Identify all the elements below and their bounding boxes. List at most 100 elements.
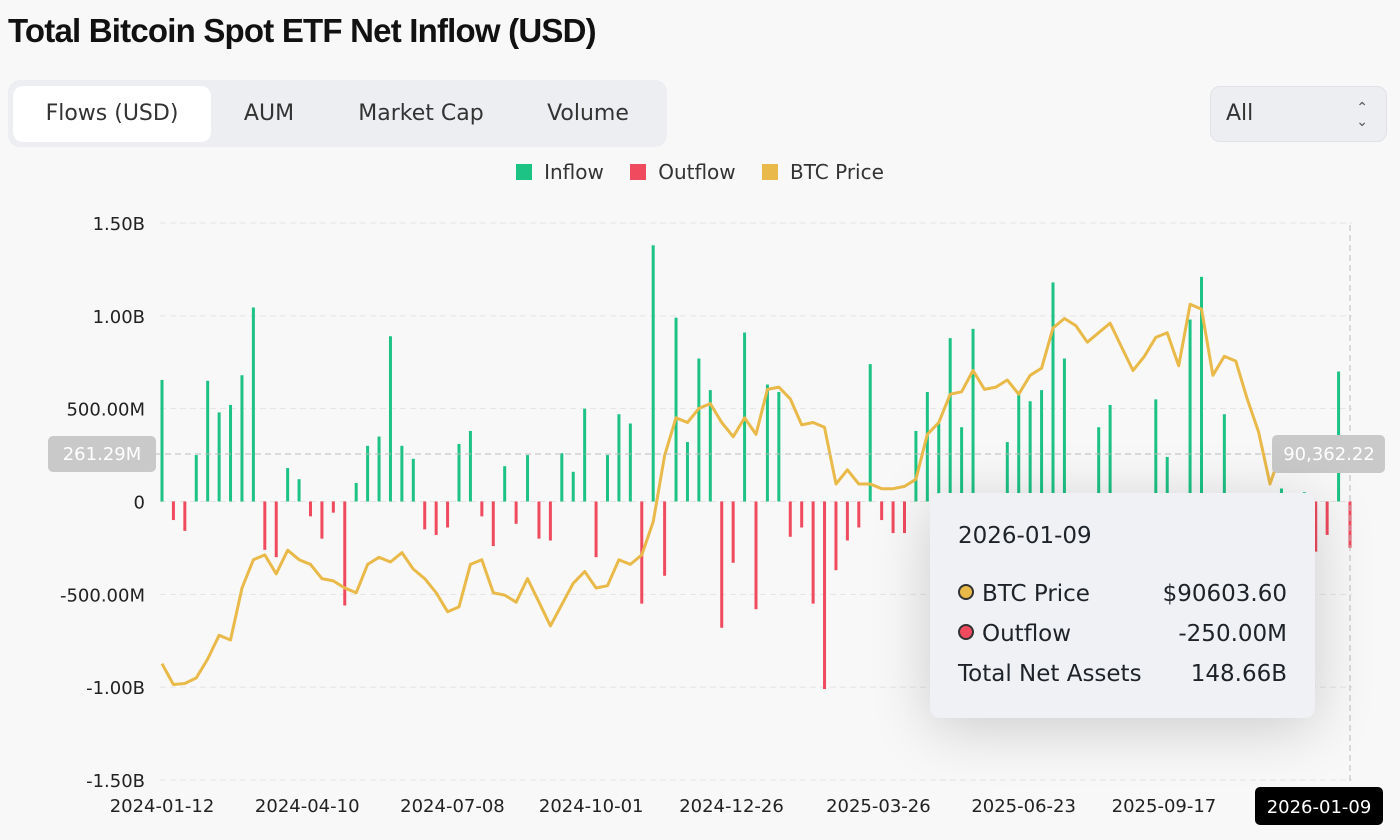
chevron-up-icon: ⌃: [1356, 100, 1368, 116]
outflow-dot-icon: [958, 624, 974, 640]
inflow-bar: [606, 455, 609, 502]
outflow-bar: [263, 501, 267, 550]
x-tick-label: 2025-03-26: [826, 796, 931, 817]
outflow-bar: [171, 501, 175, 521]
outflow-bar: [594, 501, 598, 558]
x-tick-label: 2024-12-26: [679, 796, 784, 817]
legend-label: BTC Price: [790, 160, 884, 184]
y-tick-label: 0: [134, 493, 145, 514]
inflow-bar: [1005, 442, 1009, 502]
tooltip-value: 148.66B: [1190, 661, 1287, 687]
price-dot-icon: [958, 584, 974, 600]
outflow-bar: [811, 501, 815, 604]
range-select-value: All: [1226, 101, 1254, 126]
outflow-swatch: [630, 164, 647, 180]
outflow-bar: [880, 501, 884, 521]
inflow-bar: [960, 427, 964, 502]
y-tick-label: 1.50B: [93, 214, 145, 235]
outflow-bar: [754, 501, 758, 610]
crosshair-date-box: [1255, 787, 1383, 825]
y-tick-label: -1.00B: [86, 678, 145, 699]
inflow-bar: [1097, 427, 1101, 502]
outflow-bar: [903, 501, 906, 534]
legend-btc-price[interactable]: BTC Price: [762, 160, 884, 184]
inflow-bar: [1028, 401, 1032, 502]
crosshair-left-label: 261.29M: [63, 444, 142, 465]
inflow-bar: [400, 445, 404, 502]
inflow-bar: [1154, 399, 1158, 502]
crosshair-date-label: 2026-01-09: [1267, 797, 1372, 818]
y-tick-label: 500.00M: [66, 400, 145, 421]
inflow-bar: [1188, 319, 1192, 502]
x-tick-label: 2024-07-08: [400, 796, 505, 817]
inflow-bar: [925, 391, 929, 502]
x-tick-label: 2024-10-01: [539, 796, 644, 817]
tooltip-row-net-assets: Total Net Assets 148.66B: [958, 661, 1287, 691]
tooltip-value: $90603.60: [1162, 581, 1287, 607]
tab-flows[interactable]: Flows (USD): [13, 86, 211, 142]
outflow-bar: [320, 501, 324, 539]
outflow-bar: [891, 501, 895, 534]
inflow-bar: [457, 443, 461, 502]
legend-label: Outflow: [658, 160, 736, 184]
inflow-bar: [366, 445, 370, 502]
outflow-bar: [1325, 501, 1329, 535]
inflow-bar: [1200, 276, 1203, 502]
inflow-bar: [411, 458, 415, 502]
btc-price-swatch: [762, 164, 779, 180]
outflow-bar: [663, 501, 667, 576]
inflow-bar: [468, 430, 472, 502]
inflow-bar: [1062, 358, 1066, 502]
inflow-bar: [194, 455, 198, 502]
crosshair-right-label-box: [1272, 435, 1385, 473]
inflow-bar: [1040, 390, 1044, 502]
inflow-bar: [708, 390, 712, 502]
range-select[interactable]: All ⌃ ⌄: [1210, 86, 1387, 142]
outflow-bar: [731, 501, 735, 563]
chevron-down-icon: ⌄: [1356, 114, 1368, 130]
inflow-bar: [685, 442, 689, 502]
outflow-bar: [845, 501, 849, 541]
tab-volume[interactable]: Volume: [547, 101, 629, 126]
x-tick-label: 2024-01-12: [110, 796, 215, 817]
inflow-bar: [914, 430, 918, 502]
inflow-bar: [286, 468, 290, 502]
outflow-bar: [434, 501, 438, 535]
tooltip-row-price: BTC Price $90603.60: [958, 581, 1287, 611]
inflow-bar: [377, 436, 381, 502]
tab-market-cap[interactable]: Market Cap: [358, 101, 484, 126]
inflow-bar: [971, 328, 975, 502]
inflow-bar: [251, 307, 255, 502]
outflow-bar: [331, 501, 335, 513]
outflow-bar: [1314, 501, 1318, 552]
inflow-bar: [560, 453, 564, 502]
outflow-bar: [800, 501, 804, 528]
inflow-bar: [777, 391, 781, 502]
inflow-bar: [1017, 391, 1021, 502]
outflow-bar: [514, 501, 518, 524]
tooltip-label: Total Net Assets: [958, 661, 1142, 687]
y-tick-label: -1.50B: [86, 771, 145, 792]
outflow-bar: [1348, 501, 1352, 548]
outflow-bar: [446, 501, 450, 528]
outflow-bar: [183, 501, 187, 531]
outflow-bar: [309, 501, 312, 517]
inflow-bar: [765, 384, 769, 502]
inflow-swatch: [516, 164, 533, 180]
inflow-bar: [628, 423, 632, 502]
outflow-bar: [423, 501, 427, 530]
inflow-bar: [651, 245, 655, 502]
outflow-bar: [720, 501, 724, 628]
tooltip-date: 2026-01-09: [958, 523, 1092, 549]
tooltip-value: -250.00M: [1178, 621, 1287, 647]
legend-outflow[interactable]: Outflow: [630, 160, 736, 184]
inflow-bar: [388, 336, 392, 502]
inflow-bar: [526, 455, 530, 502]
legend-inflow[interactable]: Inflow: [516, 160, 604, 184]
inflow-bar: [583, 408, 587, 502]
inflow-bar: [674, 317, 678, 502]
inflow-bar: [297, 479, 301, 502]
outflow-bar: [537, 501, 541, 539]
tab-aum[interactable]: AUM: [243, 101, 295, 126]
crosshair-left-label-box: [48, 436, 156, 472]
